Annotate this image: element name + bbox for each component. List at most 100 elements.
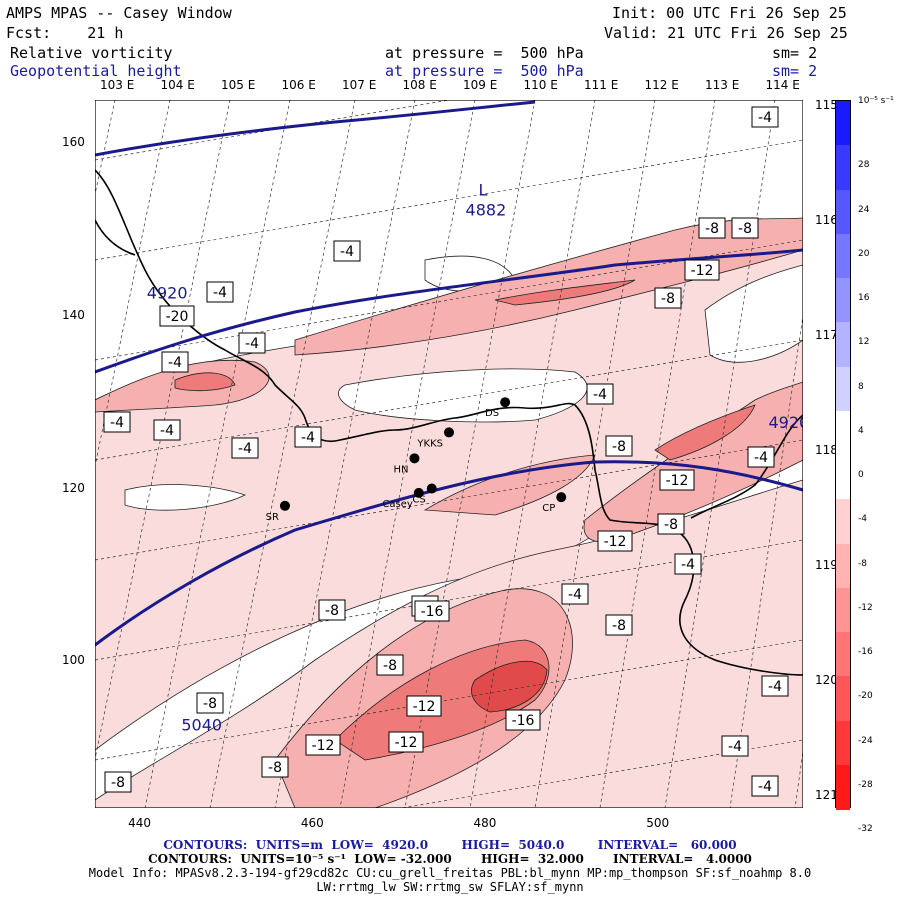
field1-level: at pressure = 500 hPa (385, 44, 584, 62)
vorticity-label-text: -8 (705, 221, 719, 237)
vorticity-label-text: -8 (664, 517, 678, 533)
colorbar-band (836, 632, 850, 677)
vorticity-label-text: -16 (421, 604, 444, 620)
low-value: 4882 (466, 201, 507, 220)
vorticity-label: -8 (698, 217, 726, 239)
vorticity-label: -4 (153, 419, 181, 441)
vorticity-label-text: -12 (691, 263, 714, 279)
vorticity-label-text: -8 (612, 439, 626, 455)
vorticity-label: -4 (206, 281, 234, 303)
vorticity-label: -8 (261, 756, 289, 778)
height-contour-label: 4920 (147, 284, 188, 303)
colorbar-level-label: 0 (858, 470, 864, 481)
colorbar-band (836, 101, 850, 146)
vorticity-label-text: -12 (395, 735, 418, 751)
colorbar-band (836, 278, 850, 323)
longitude-label: 105 E (221, 78, 256, 92)
vorticity-label-text: -8 (111, 775, 125, 791)
vorticity-label: -8 (104, 771, 132, 793)
vorticity-label: -20 (159, 305, 195, 327)
vorticity-label-text: -4 (754, 450, 768, 466)
coastline (95, 169, 803, 676)
colorbar-band (836, 145, 850, 190)
colorbar-level-label: -28 (858, 779, 873, 790)
lat-lon-grid (95, 100, 803, 808)
vorticity-label: -4 (238, 332, 266, 354)
colorbar-level-label: -16 (858, 647, 873, 658)
x-tick-label: 440 (128, 816, 152, 830)
vorticity-label: -4 (747, 446, 775, 468)
longitude-label: 112 E (644, 78, 679, 92)
vorticity-label-text: -8 (738, 221, 752, 237)
station-label: SR (266, 512, 279, 523)
colorbar-band (836, 322, 850, 367)
station-dot (413, 487, 424, 498)
low-symbol: L (479, 181, 488, 200)
vorticity-label: -4 (231, 437, 259, 459)
footer-model-physics: LW:rrtmg_lw SW:rrtmg_sw SFLAY:sf_mynn (316, 880, 584, 894)
station-label: HN (393, 464, 408, 475)
longitude-label: 109 E (463, 78, 498, 92)
vorticity-label-text: -4 (213, 285, 227, 301)
vorticity-label-text: -8 (268, 760, 282, 776)
vorticity-label-text: -8 (325, 603, 339, 619)
station-dot (556, 492, 567, 503)
colorbar-level-label: 24 (858, 204, 870, 215)
colorbar-band (836, 720, 850, 766)
vorticity-label: -4 (561, 583, 589, 605)
vorticity-label-text: -4 (340, 244, 354, 260)
vorticity-label-text: -4 (160, 423, 174, 439)
forecast-hour: Fcst: 21 h (6, 24, 124, 42)
vorticity-label: -4 (674, 553, 702, 575)
height-contours (95, 100, 803, 647)
vorticity-label: -4 (103, 411, 131, 433)
vorticity-label: -12 (597, 530, 633, 552)
longitude-label: 107 E (342, 78, 377, 92)
field1-name: Relative vorticity (10, 44, 173, 62)
vorticity-label: -12 (684, 259, 720, 281)
x-tick-label: 480 (473, 816, 497, 830)
vorticity-label: -8 (654, 287, 682, 309)
y-tick-label: 160 (62, 135, 85, 150)
vorticity-label: -4 (586, 383, 614, 405)
init-time: Init: 00 UTC Fri 26 Sep 25 (612, 4, 847, 22)
vorticity-label-text: -4 (593, 387, 607, 403)
vorticity-label: -8 (605, 435, 633, 457)
vorticity-label-text: -8 (203, 696, 217, 712)
station-sr: SR (266, 500, 290, 523)
vorticity-label: -8 (376, 654, 404, 676)
longitude-label: 110 E (523, 78, 558, 92)
colorbar-level-label: -24 (858, 735, 873, 746)
station-label: DS (485, 408, 499, 419)
colorbar-band (836, 676, 850, 721)
vorticity-label: -12 (388, 731, 424, 753)
longitude-label: 103 E (100, 78, 135, 92)
vorticity-label-text: -4 (168, 355, 182, 371)
vorticity-label: -4 (161, 351, 189, 373)
vorticity-label-text: -4 (681, 557, 695, 573)
station-cs: CS (412, 483, 437, 506)
station-dot (500, 397, 511, 408)
footer-height-contours: CONTOURS: UNITS=m LOW= 4920.0 HIGH= 5040… (163, 838, 737, 852)
station-cp: CP (542, 492, 567, 514)
colorbar-level-label: -32 (858, 824, 873, 835)
longitude-label: 104 E (160, 78, 195, 92)
vorticity-label-text: -4 (245, 336, 259, 352)
vorticity-label: -4 (294, 426, 322, 448)
station-dot (279, 500, 290, 511)
vorticity-label-text: -4 (238, 441, 252, 457)
vorticity-label: -8 (731, 217, 759, 239)
vorticity-label-text: -16 (512, 713, 535, 729)
station-casey: Casey (382, 487, 424, 510)
vorticity-contour-labels: -4 -4 -4 -4 -4 -4 -4 -4 -4 -4 -4 -4 -4 -4 -4 -4 -8 -8 -8 -8… (103, 106, 789, 797)
colorbar-level-label: 20 (858, 248, 870, 259)
colorbar-level-label: 28 (858, 160, 870, 171)
vorticity-label: -8 (605, 614, 633, 636)
colorbar-level-label: 8 (858, 381, 864, 392)
vorticity-label: -4 (751, 106, 779, 128)
map-title: AMPS MPAS -- Casey Window (6, 4, 232, 22)
vorticity-label-text: -12 (413, 699, 436, 715)
colorbar-band (836, 233, 850, 279)
footer-vorticity-contours: CONTOURS: UNITS=10⁻⁵ s⁻¹ LOW= -32.000 HI… (148, 852, 752, 866)
